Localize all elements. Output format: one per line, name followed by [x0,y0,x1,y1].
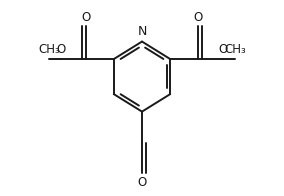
Text: CH₃: CH₃ [224,43,246,56]
Text: N: N [137,25,147,38]
Text: O: O [137,176,147,189]
Text: O: O [218,43,227,56]
Text: O: O [194,11,203,24]
Text: CH₃: CH₃ [38,43,60,56]
Text: O: O [57,43,66,56]
Text: O: O [81,11,90,24]
